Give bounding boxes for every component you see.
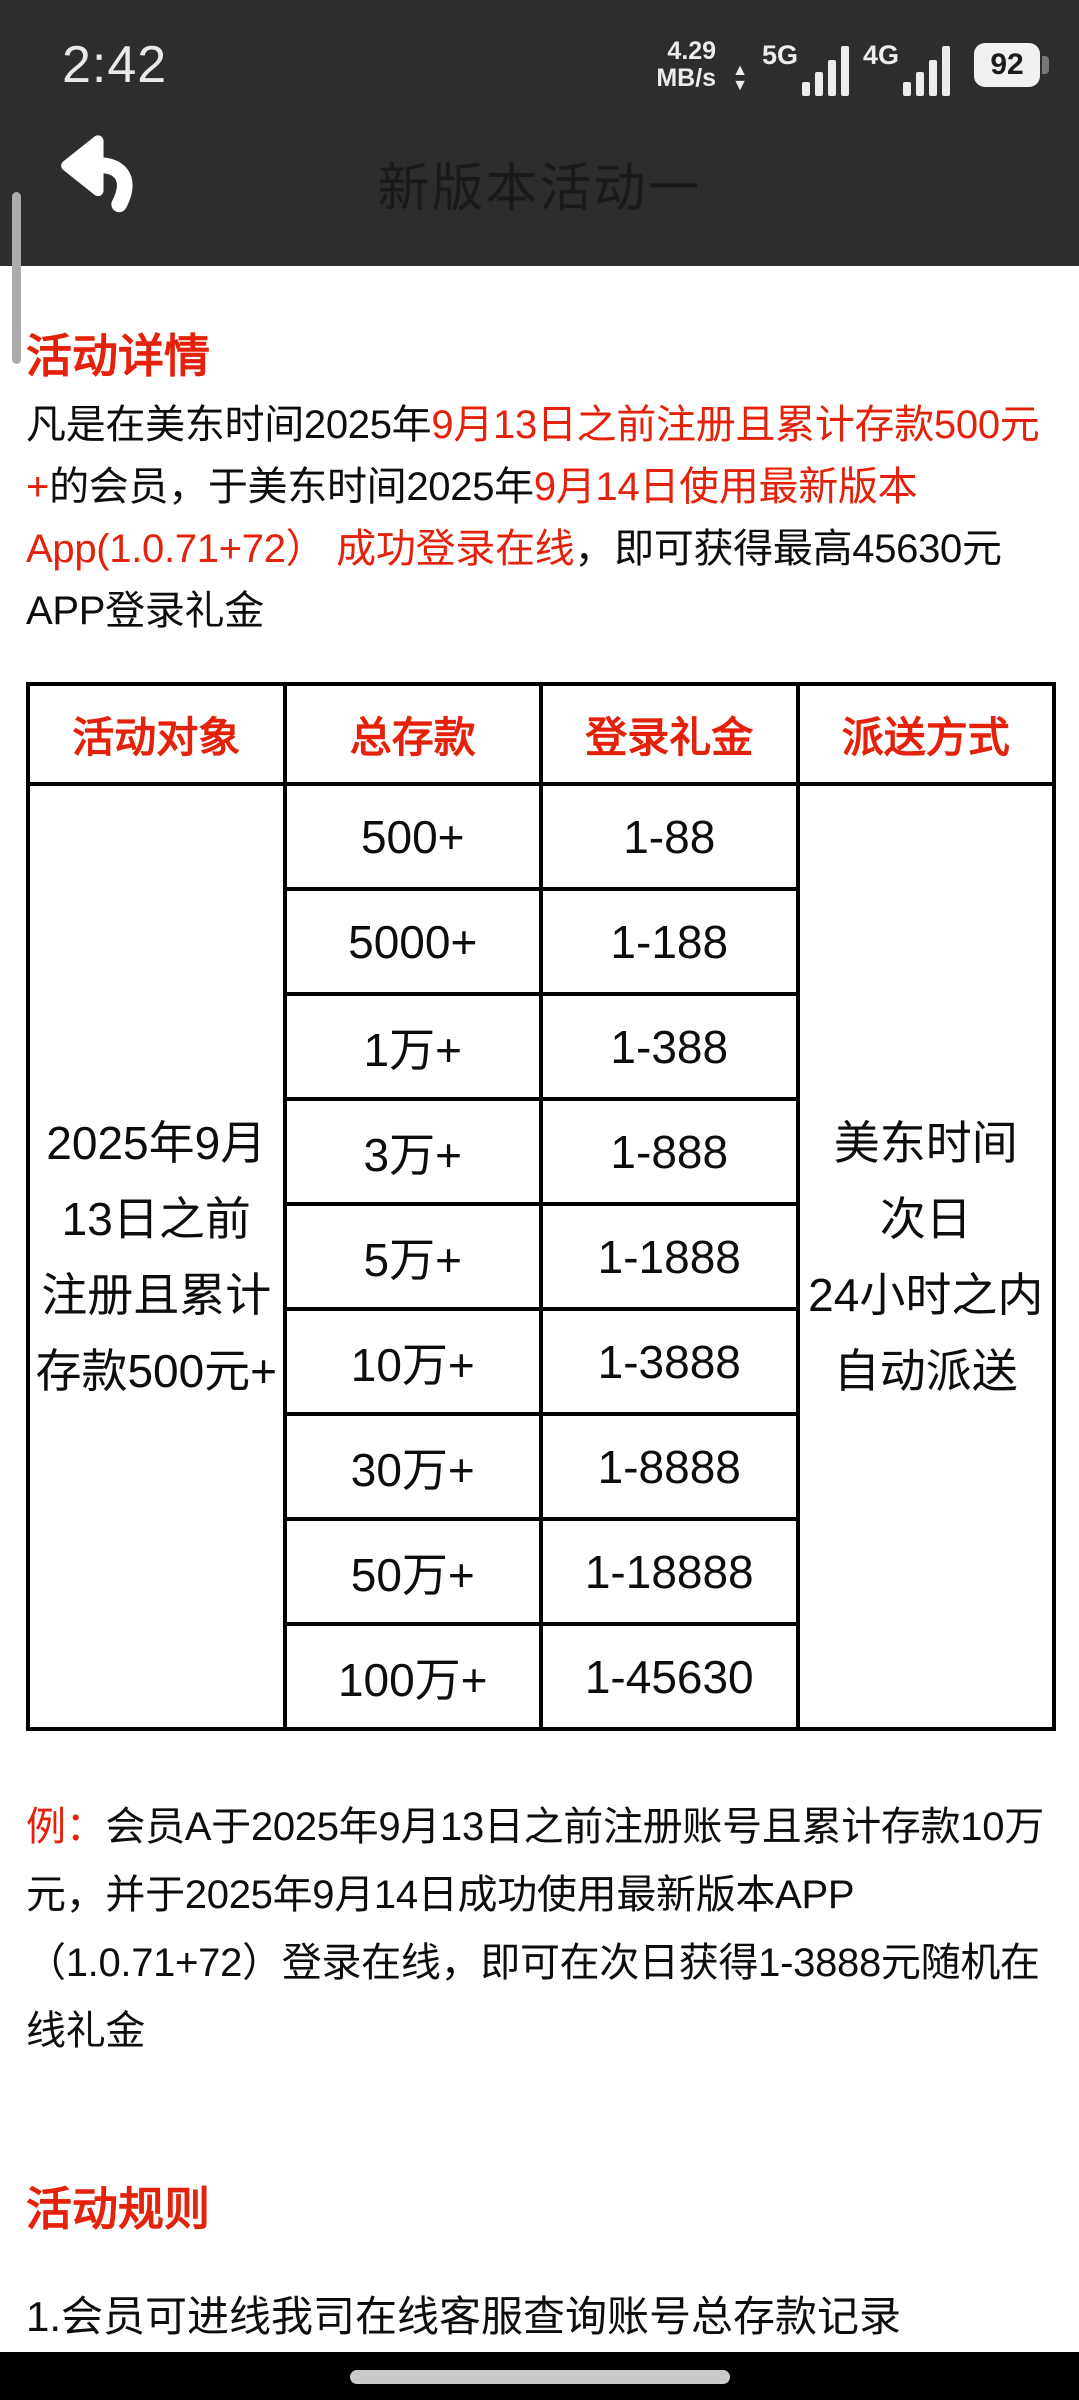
battery-indicator: 92 — [974, 43, 1049, 87]
table-row: 3万+ 1-888 — [28, 1097, 1054, 1206]
sim2-signal: 4G — [863, 34, 950, 96]
text-segment: 会员A于2025年9月13日之前注册账号且累计存款10万元，并于2025年9月1… — [26, 1805, 1044, 2053]
bonus-cell: 1-88 — [539, 782, 800, 891]
sim1-signal: 5G — [762, 34, 849, 96]
deposit-cell: 50万+ — [282, 1517, 543, 1626]
text-segment: ，即可获得最高45630元APP登录礼金 — [26, 527, 1002, 633]
example-paragraph: 例：会员A于2025年9月13日之前注册账号且累计存款10万元，并于2025年9… — [26, 1793, 1053, 2065]
table-row: 1万+ 1-388 — [28, 992, 1054, 1101]
signal-bars-icon — [801, 34, 849, 96]
status-icons: 4.29 MB/s ▲ ▼ 5G 4G 92 — [656, 34, 1049, 96]
table-row: 5000+ 1-188 — [28, 887, 1054, 996]
page-title: 新版本活动一 — [377, 160, 702, 218]
col-header-delivery: 派送方式 — [795, 682, 1056, 786]
deposit-cell: 10万+ — [282, 1307, 543, 1416]
bonus-cell: 1-388 — [539, 992, 800, 1101]
text-segment: 9月14日使用最新版本App(1.0.71+72） 成功登录在线 — [26, 465, 918, 571]
delivery-cell: 美东时间 次日 24小时之内 自动派送 — [795, 782, 1056, 1731]
clock: 2:42 — [62, 36, 168, 94]
audience-cell: 2025年9月13日之前 注册且累计存款500元+ — [26, 782, 287, 1731]
text-segment: 9月13日之前注册且累计存款500元+ — [26, 403, 1040, 509]
top-dark-area: 2:42 4.29 MB/s ▲ ▼ 5G 4G 92 — [0, 0, 1079, 266]
rule-item-1: 1.会员可进线我司在线客服查询账号总存款记录 — [26, 2293, 902, 2340]
sim1-label: 5G — [761, 40, 798, 70]
updown-arrows-icon: ▲ ▼ — [732, 62, 748, 94]
deposit-cell: 5万+ — [282, 1202, 543, 1311]
table-row: 10万+ 1-3888 — [28, 1307, 1054, 1416]
text-segment: 例： — [26, 1805, 106, 1849]
bonus-table: 活动对象 总存款 登录礼金 派送方式 2025年9月13日之前 注册且累计存款5… — [26, 682, 1056, 1731]
table-row: 30万+ 1-8888 — [28, 1412, 1054, 1521]
sim2-label: 4G — [862, 40, 899, 70]
battery-nub — [1042, 56, 1049, 74]
table-header-row: 活动对象 总存款 登录礼金 派送方式 — [26, 682, 1056, 786]
navigation-bar: 新版本活动一 — [0, 130, 1079, 266]
text-segment: 凡是在美东时间2025年 — [26, 403, 432, 447]
col-header-audience: 活动对象 — [26, 682, 287, 786]
deposit-cell: 30万+ — [282, 1412, 543, 1521]
activity-intro-paragraph: 凡是在美东时间2025年9月13日之前注册且累计存款500元+的会员，于美东时间… — [26, 394, 1053, 642]
gesture-bar — [0, 2352, 1079, 2400]
bonus-cell: 1-888 — [539, 1097, 800, 1206]
signal-bars-icon — [903, 34, 950, 96]
details-heading: 活动详情 — [26, 330, 210, 382]
col-header-bonus: 登录礼金 — [539, 682, 800, 786]
back-button[interactable] — [52, 132, 144, 216]
col-header-deposit: 总存款 — [282, 682, 543, 786]
bonus-cell: 1-188 — [539, 887, 800, 996]
bonus-cell: 1-18888 — [539, 1517, 800, 1626]
network-speed-value: 4.29 — [667, 37, 717, 65]
text-segment: 的会员，于美东时间2025年 — [49, 465, 534, 509]
table-row: 50万+ 1-18888 — [28, 1517, 1054, 1626]
bonus-cell: 1-45630 — [539, 1622, 800, 1731]
bonus-cell: 1-8888 — [539, 1412, 800, 1521]
deposit-cell: 500+ — [282, 782, 543, 891]
battery-level: 92 — [990, 48, 1024, 81]
bonus-cell: 1-3888 — [539, 1307, 800, 1416]
deposit-cell: 100万+ — [282, 1622, 543, 1731]
deposit-cell: 1万+ — [282, 992, 543, 1101]
activity-content: 活动详情 凡是在美东时间2025年9月13日之前注册且累计存款500元+的会员，… — [0, 266, 1079, 2352]
status-bar: 2:42 4.29 MB/s ▲ ▼ 5G 4G 92 — [0, 0, 1079, 130]
table-row: 100万+ 1-45630 — [28, 1622, 1054, 1731]
deposit-cell: 5000+ — [282, 887, 543, 996]
bonus-cell: 1-1888 — [539, 1202, 800, 1311]
network-speed: 4.29 MB/s — [656, 38, 716, 92]
deposit-cell: 3万+ — [282, 1097, 543, 1206]
network-speed-unit: MB/s — [656, 64, 717, 92]
table-row: 2025年9月13日之前 注册且累计存款500元+ 500+ 1-88 美东时间 次日… — [26, 782, 1056, 1731]
rules-heading: 活动规则 — [26, 2183, 210, 2235]
back-arrow-icon — [52, 135, 144, 219]
home-indicator[interactable] — [350, 2370, 730, 2384]
table-row: 5万+ 1-1888 — [28, 1202, 1054, 1311]
left-scrollbar-thumb[interactable] — [12, 192, 21, 364]
